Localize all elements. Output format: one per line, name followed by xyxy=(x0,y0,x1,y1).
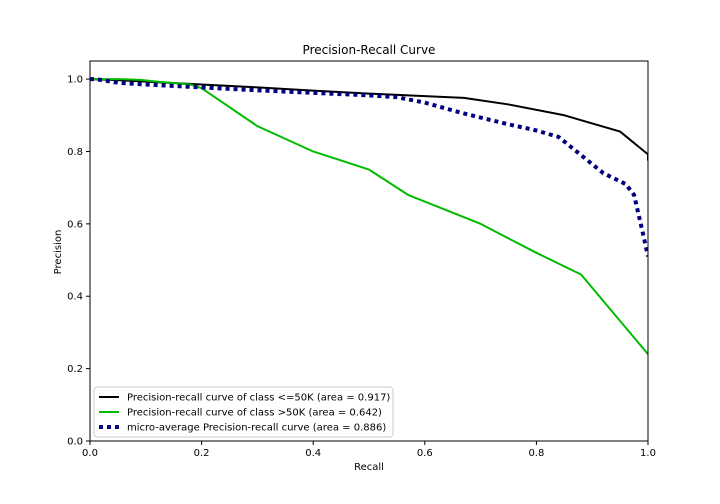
series-line-2 xyxy=(90,79,648,354)
y-tick-label: 0.8 xyxy=(67,147,83,158)
legend-label-1: Precision-recall curve of class <=50K (a… xyxy=(127,393,390,404)
y-tick-label: 0.6 xyxy=(67,219,83,230)
y-tick-label: 0.2 xyxy=(67,364,83,375)
legend-label-2: Precision-recall curve of class >50K (ar… xyxy=(127,408,382,419)
x-tick-label: 0.0 xyxy=(82,448,98,459)
y-tick-label: 0.4 xyxy=(67,292,83,303)
x-axis-label: Recall xyxy=(354,462,384,473)
legend: Precision-recall curve of class <=50K (a… xyxy=(94,387,393,437)
y-axis-label: Precision xyxy=(53,230,64,275)
y-tick-label: 0.0 xyxy=(67,437,83,448)
x-tick-label: 0.2 xyxy=(194,448,210,459)
x-tick-label: 1.0 xyxy=(640,448,656,459)
series-line-3 xyxy=(90,79,648,256)
x-tick-label: 0.4 xyxy=(305,448,321,459)
x-tick-label: 0.6 xyxy=(417,448,433,459)
y-tick-label: 1.0 xyxy=(67,75,83,86)
axes-frame xyxy=(90,61,648,441)
chart-title: Precision-Recall Curve xyxy=(303,43,436,57)
legend-label-3: micro-average Precision-recall curve (ar… xyxy=(127,423,386,434)
series-line-1 xyxy=(90,79,648,160)
x-tick-label: 0.8 xyxy=(528,448,544,459)
